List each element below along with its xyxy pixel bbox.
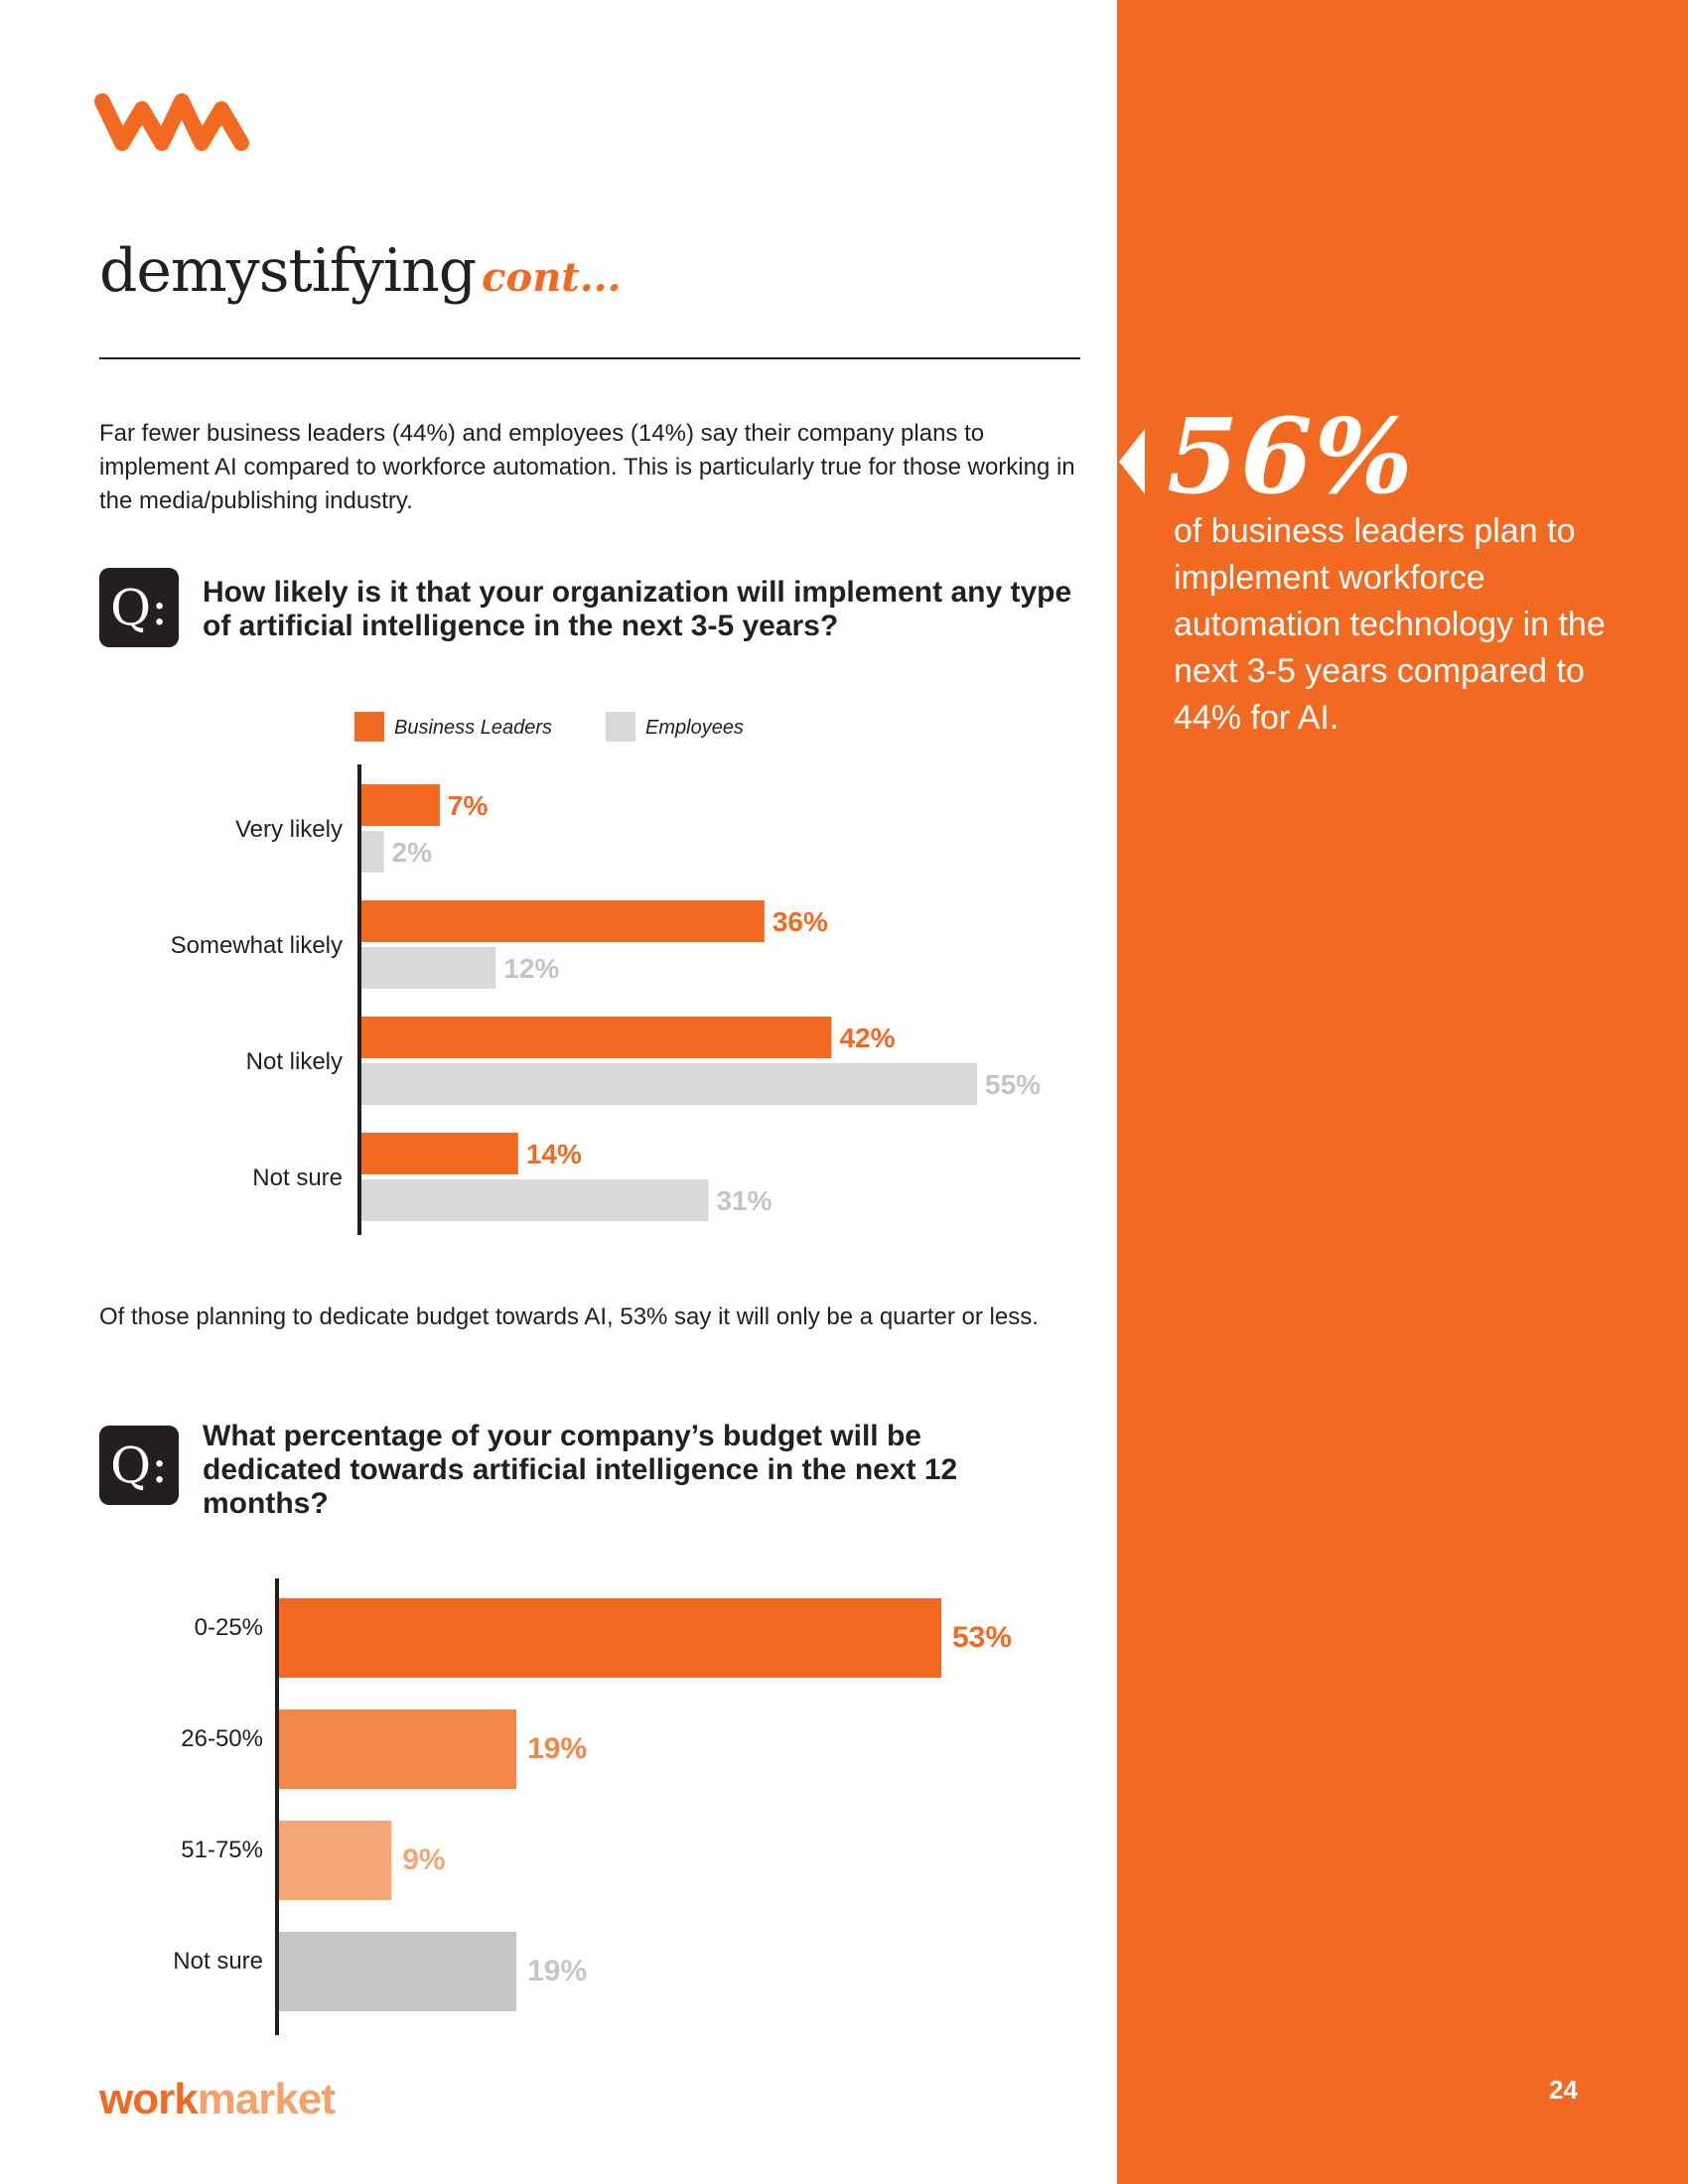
legend-label: Business Leaders	[394, 717, 552, 739]
stat-number: 56%	[1167, 395, 1415, 517]
title-divider	[99, 357, 1080, 359]
bar	[361, 784, 440, 826]
data-label: 7%	[448, 790, 489, 821]
category-label: Not sure	[252, 1164, 343, 1191]
brand-logo: workmarket	[99, 2075, 336, 2124]
data-label: 14%	[526, 1139, 582, 1169]
data-label: 53%	[952, 1621, 1012, 1654]
data-label: 19%	[527, 1955, 587, 1987]
question-1-text: How likely is it that your organization …	[203, 576, 1072, 642]
data-label: 42%	[839, 1023, 895, 1053]
page-title: demystifying cont...	[99, 236, 622, 306]
question-2-text: What percentage of your company’s budget…	[203, 1420, 958, 1520]
sidebar-panel	[1117, 0, 1688, 2184]
page-number: 24	[1549, 2075, 1578, 2105]
data-label: 31%	[716, 1185, 772, 1216]
triangle-left-icon	[1119, 429, 1145, 494]
bar	[279, 1709, 517, 1789]
category-label: 0-25%	[195, 1614, 263, 1641]
category-label: Somewhat likely	[171, 932, 343, 959]
bar	[361, 1179, 709, 1221]
legend-swatch	[354, 712, 384, 742]
wm-logo-icon	[94, 93, 249, 151]
legend-swatch	[606, 712, 635, 742]
question-badge: Q:	[99, 568, 179, 647]
category-label: Not sure	[173, 1948, 263, 1975]
data-label: 12%	[503, 953, 559, 984]
question-badge: Q:	[99, 1426, 179, 1505]
category-label: Very likely	[235, 816, 343, 843]
legend-label: Employees	[645, 717, 744, 739]
category-label: 26-50%	[181, 1725, 263, 1752]
bar	[361, 831, 384, 873]
budget-chart: 0-25% 53% 26-50% 19% 51-75% 9% Not sure 19%	[173, 1578, 1012, 2035]
bar	[361, 1063, 977, 1105]
data-label: 36%	[773, 906, 828, 937]
category-label: 51-75%	[181, 1837, 263, 1863]
data-label: 9%	[402, 1843, 445, 1876]
brand-market: market	[197, 2075, 336, 2123]
bar	[361, 947, 496, 989]
bar	[279, 1932, 517, 2011]
data-label: 55%	[985, 1069, 1041, 1100]
intro-paragraph: Far fewer business leaders (44%) and emp…	[99, 420, 1075, 514]
bar	[361, 1133, 518, 1174]
data-label: 19%	[527, 1732, 587, 1765]
brand-work: work	[99, 2075, 199, 2123]
bar	[361, 1017, 832, 1058]
category-label: Not likely	[246, 1048, 343, 1075]
bar	[361, 900, 765, 942]
title-text: demystifying	[99, 236, 477, 306]
likelihood-chart: Business Leaders Employees Very likely 7% 2%…	[171, 712, 1041, 1235]
stat-description: of business leaders plan to implement wo…	[1174, 512, 1606, 737]
budget-paragraph: Of those planning to dedicate budget tow…	[99, 1303, 1039, 1330]
data-label: 2%	[392, 837, 433, 868]
bar	[279, 1821, 392, 1900]
title-suffix: cont...	[482, 254, 622, 301]
bar	[279, 1598, 941, 1678]
